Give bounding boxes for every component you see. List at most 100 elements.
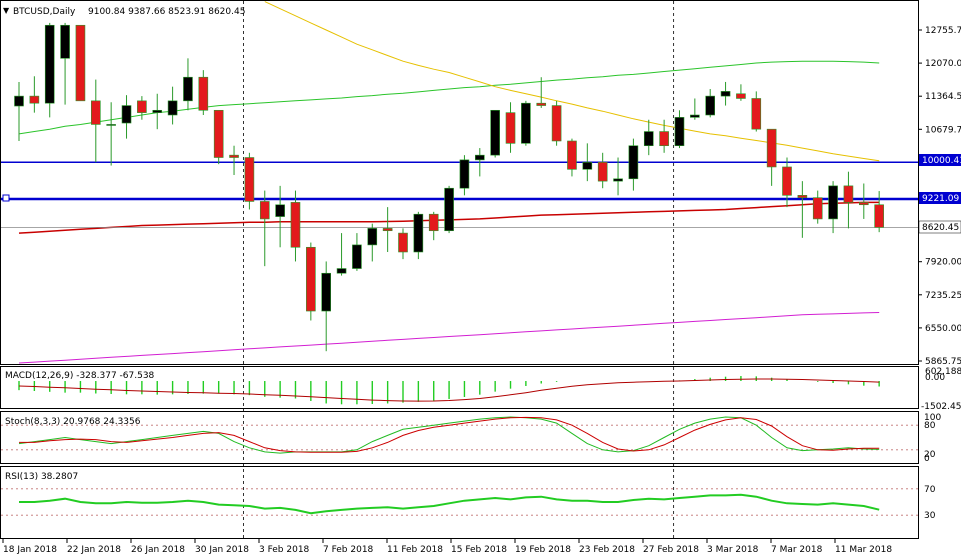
candle-up xyxy=(14,95,24,107)
candle-down xyxy=(29,95,40,104)
candle-down xyxy=(736,93,746,99)
stoch-tick-label: 100 xyxy=(924,413,941,423)
candle-up xyxy=(336,268,347,274)
candle-up xyxy=(674,117,685,147)
candle-up xyxy=(521,102,531,144)
candle-up xyxy=(490,109,500,156)
candle-down xyxy=(398,232,408,253)
candle-down xyxy=(259,201,270,220)
candle-down xyxy=(766,128,777,168)
candle-down xyxy=(213,109,224,158)
candle-up xyxy=(643,131,654,147)
candle-down xyxy=(75,24,86,102)
candle-down xyxy=(551,105,562,142)
candle-up xyxy=(459,159,470,189)
main-price-panel[interactable] xyxy=(0,0,919,365)
level-handle[interactable] xyxy=(2,194,10,202)
candle-up xyxy=(413,213,424,253)
last-price-tag xyxy=(918,220,961,234)
candle-up xyxy=(44,24,55,104)
dropdown-arrow-icon[interactable]: ▼ xyxy=(3,6,10,15)
candle-up xyxy=(60,24,70,59)
macd-tick-label: 0.00 xyxy=(925,373,945,383)
candle-down xyxy=(382,228,393,232)
y-tick-label: 7920.00 xyxy=(925,258,961,268)
candle-up xyxy=(720,91,731,97)
ma-mid-line xyxy=(18,60,880,135)
ma-fast-line xyxy=(264,1,880,162)
rsi-title: RSI(13) 38.2807 xyxy=(5,472,78,482)
candle-down xyxy=(91,100,101,125)
last-price-label: 8620.45 xyxy=(922,223,959,233)
x-tick-label: 18 Jan 2018 xyxy=(3,545,57,555)
candle-down xyxy=(858,202,869,206)
rsi-tick-label: 30 xyxy=(924,511,936,521)
level-tag-9221 xyxy=(919,192,961,204)
candle-down xyxy=(659,131,669,147)
candle-down xyxy=(812,197,823,220)
x-tick-label: 26 Jan 2018 xyxy=(131,545,185,555)
candle-up xyxy=(275,204,285,217)
candle-down xyxy=(229,154,239,158)
stoch-tick-label: 20 xyxy=(924,450,936,460)
candle-up xyxy=(152,109,163,113)
stoch-title: Stoch(8,3,3) 20.9768 24.3356 xyxy=(5,417,141,427)
macd-tick-label: 602.188 xyxy=(925,367,961,377)
candle-down xyxy=(874,204,884,228)
candle-up xyxy=(628,145,639,180)
y-tick-label: 12070.00 xyxy=(925,59,961,69)
x-tick-label: 7 Feb 2018 xyxy=(323,545,374,555)
y-tick-label: 7235.25 xyxy=(925,291,961,301)
level-tag-10000 xyxy=(919,154,961,166)
rsi-tick-label: 70 xyxy=(924,485,936,495)
candle-down xyxy=(567,140,577,170)
macd-title: MACD(12,26,9) -328.377 -67.538 xyxy=(5,371,155,381)
y-tick-label: 6550.00 xyxy=(925,324,961,334)
y-tick-label: 10679.75 xyxy=(925,125,961,135)
candle-down xyxy=(244,157,255,202)
candle-up xyxy=(106,124,116,126)
candle-up xyxy=(582,161,593,170)
candle-down xyxy=(597,161,608,182)
candle-down xyxy=(797,195,808,198)
macd-panel[interactable] xyxy=(0,366,919,409)
y-tick-label: 12755.75 xyxy=(925,26,961,36)
x-tick-label: 3 Mar 2018 xyxy=(707,545,759,555)
candle-up xyxy=(690,114,700,118)
candle-up xyxy=(167,100,178,116)
level-label-9221: 9221.09 xyxy=(922,194,959,204)
stoch-tick-label: 80 xyxy=(924,421,936,431)
macd-signal-line xyxy=(18,378,880,402)
stoch-k-line xyxy=(18,416,880,454)
macd-tick-label: -1502.457 xyxy=(921,402,961,412)
candle-up xyxy=(367,228,378,246)
stoch-panel[interactable] xyxy=(0,411,919,464)
y-tick-label: 11364.50 xyxy=(925,92,961,102)
x-tick-label: 22 Jan 2018 xyxy=(67,545,121,555)
x-tick-label: 30 Jan 2018 xyxy=(195,545,249,555)
candle-up xyxy=(183,76,193,102)
x-tick-label: 11 Mar 2018 xyxy=(835,545,892,555)
x-tick-label: 7 Mar 2018 xyxy=(771,545,823,555)
rsi-line xyxy=(19,493,880,515)
candle-up xyxy=(705,95,716,116)
candle-up xyxy=(474,154,485,161)
candle-up xyxy=(828,185,838,220)
candle-up xyxy=(321,272,332,312)
candle-down xyxy=(782,166,792,196)
candle-down xyxy=(505,112,516,144)
stoch-tick-label: 0 xyxy=(924,454,930,464)
candle-down xyxy=(290,202,301,248)
x-tick-label: 15 Feb 2018 xyxy=(451,545,507,555)
ma-long-line xyxy=(18,312,880,364)
x-tick-label: 27 Feb 2018 xyxy=(643,545,699,555)
candle-up xyxy=(121,105,132,124)
candle-up xyxy=(444,187,454,232)
candle-up xyxy=(613,178,623,182)
x-tick-label: 19 Feb 2018 xyxy=(515,545,571,555)
ohlc-label: 9100.84 9387.66 8523.91 8620.45 xyxy=(88,7,245,17)
x-tick-label: 23 Feb 2018 xyxy=(579,545,635,555)
candle-down xyxy=(306,246,316,312)
